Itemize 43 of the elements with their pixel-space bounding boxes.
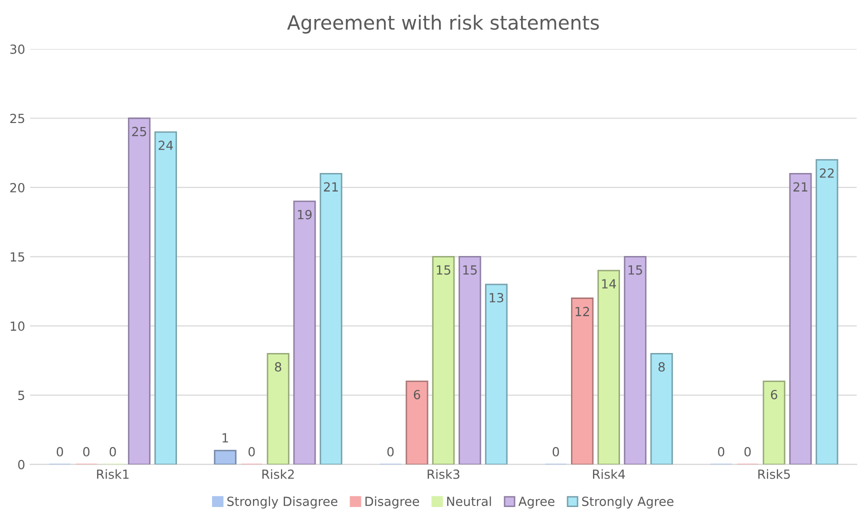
data-label: 0	[110, 446, 116, 456]
data-label: 22	[820, 168, 834, 178]
data-label: 8	[274, 362, 282, 372]
data-label: 25	[132, 126, 146, 136]
chart-title: Agreement with risk statements	[287, 14, 599, 34]
legend-label: Strongly Disagree	[227, 496, 338, 509]
y-tick-label: 30	[10, 44, 24, 54]
data-label: 21	[793, 182, 808, 192]
data-label: 15	[436, 265, 450, 275]
y-tick-label: 25	[10, 114, 24, 124]
legend-label: Strongly Agree	[582, 496, 674, 509]
x-tick-label: Risk3	[428, 469, 460, 479]
data-label: 15	[463, 265, 477, 275]
data-label: 0	[718, 446, 724, 456]
data-label: 24	[158, 140, 173, 150]
data-label: 0	[248, 446, 255, 456]
data-label: 0	[387, 446, 394, 456]
legend-label: Neutral	[447, 496, 491, 506]
y-tick-label: 15	[10, 252, 24, 262]
data-label: 8	[658, 362, 665, 372]
data-label: 1	[222, 433, 228, 442]
data-label: 6	[770, 390, 778, 400]
x-tick-label: Risk1	[97, 469, 129, 479]
data-label: 6	[414, 390, 420, 400]
data-label: 0	[83, 446, 90, 456]
y-tick-label: 5	[18, 390, 24, 400]
data-label: 13	[490, 292, 504, 302]
y-tick-label: 0	[18, 460, 24, 470]
y-tick-label: 20	[10, 182, 24, 192]
data-label: 21	[324, 182, 338, 192]
y-tick-label: 10	[10, 321, 24, 331]
data-label: 12	[576, 306, 589, 316]
legend-label: Disagree	[365, 496, 420, 509]
data-label: 0	[552, 446, 559, 456]
data-label: 0	[56, 446, 64, 456]
data-label: 14	[602, 279, 616, 288]
legend-label: Agree	[518, 496, 554, 509]
data-label: 15	[628, 265, 642, 275]
x-tick-label: Risk2	[262, 469, 294, 479]
data-label: 0	[744, 446, 751, 456]
x-tick-label: Risk4	[593, 469, 625, 479]
x-tick-label: Risk5	[758, 469, 790, 479]
data-label: 19	[298, 210, 312, 220]
